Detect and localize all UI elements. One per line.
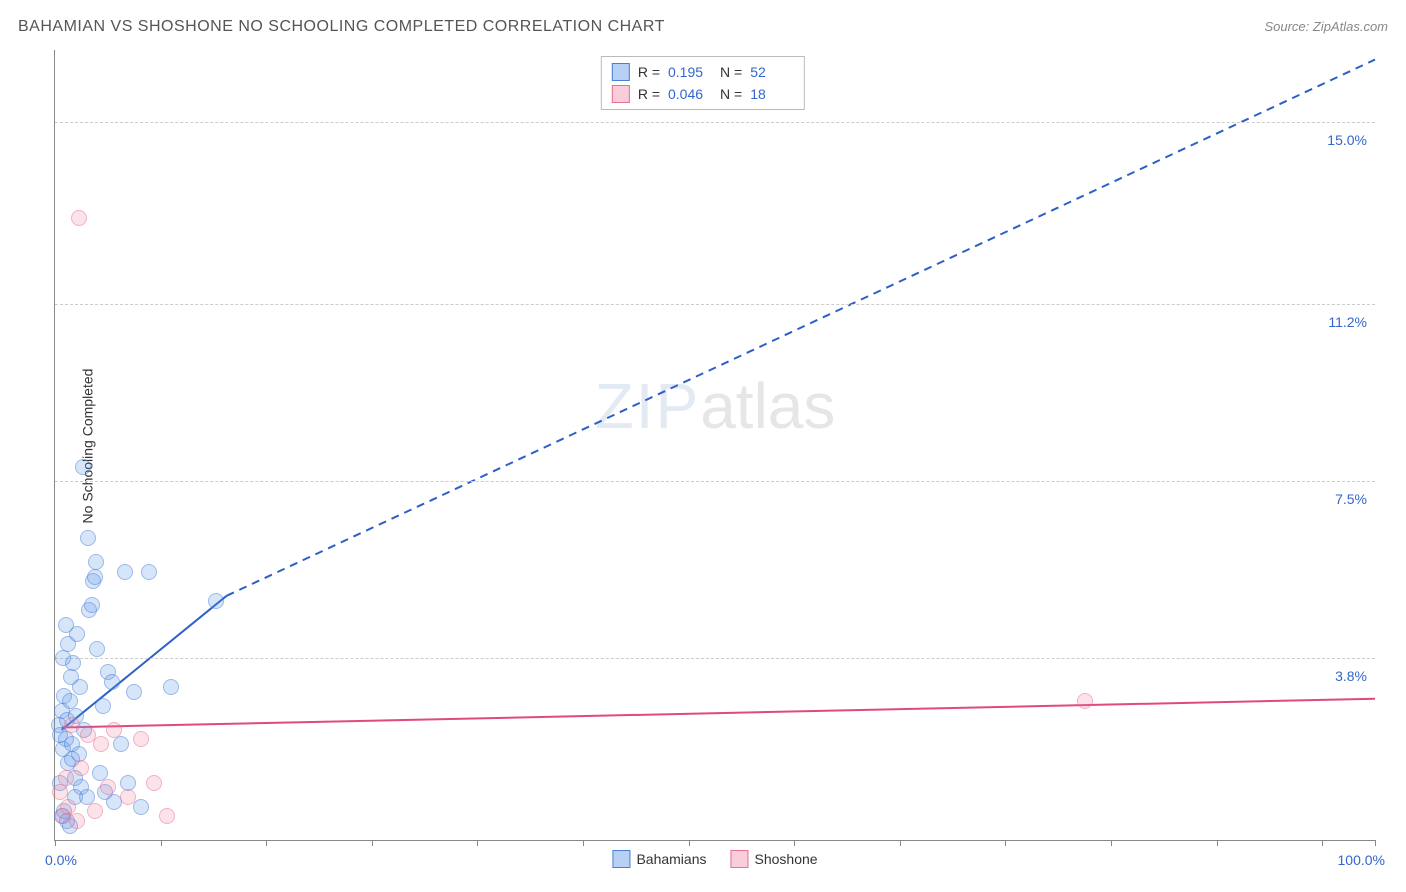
scatter-point <box>58 770 74 786</box>
legend-bottom-item: Shoshone <box>730 850 817 868</box>
legend-r-label: R = <box>638 64 660 80</box>
scatter-point <box>75 459 91 475</box>
scatter-point <box>55 650 71 666</box>
scatter-point <box>71 210 87 226</box>
x-tick <box>583 840 584 846</box>
scatter-point <box>87 803 103 819</box>
scatter-point <box>64 717 80 733</box>
scatter-point <box>58 617 74 633</box>
legend-n-label: N = <box>720 86 742 102</box>
legend-bottom-item: Bahamians <box>612 850 706 868</box>
legend-r-label: R = <box>638 86 660 102</box>
scatter-point <box>133 799 149 815</box>
x-tick <box>477 840 478 846</box>
x-tick <box>689 840 690 846</box>
trend-line-extrapolated <box>227 60 1375 596</box>
scatter-point <box>141 564 157 580</box>
legend-swatch <box>730 850 748 868</box>
scatter-point <box>69 813 85 829</box>
gridline <box>55 481 1375 482</box>
x-axis-max-label: 100.0% <box>1338 852 1385 868</box>
trend-line <box>62 699 1375 728</box>
source-label: Source: ZipAtlas.com <box>1264 19 1388 34</box>
scatter-point <box>120 789 136 805</box>
title-bar: BAHAMIAN VS SHOSHONE NO SCHOOLING COMPLE… <box>18 18 1388 36</box>
y-tick-label: 15.0% <box>1327 132 1367 148</box>
legend-r-value: 0.195 <box>668 64 712 80</box>
legend-top-row: R = 0.195 N = 52 <box>612 61 794 83</box>
scatter-point <box>87 569 103 585</box>
scatter-point <box>1077 693 1093 709</box>
x-axis-min-label: 0.0% <box>45 852 77 868</box>
scatter-point <box>106 722 122 738</box>
x-tick <box>900 840 901 846</box>
gridline <box>55 122 1375 123</box>
plot-area: ZIPatlas 0.0% 100.0% BahamiansShoshone 3… <box>54 50 1375 841</box>
legend-n-value: 52 <box>750 64 794 80</box>
scatter-point <box>133 731 149 747</box>
x-tick <box>1217 840 1218 846</box>
watermark: ZIPatlas <box>595 369 836 443</box>
legend-n-label: N = <box>720 64 742 80</box>
scatter-point <box>84 597 100 613</box>
x-tick <box>1375 840 1376 846</box>
scatter-point <box>126 684 142 700</box>
gridline <box>55 304 1375 305</box>
x-tick <box>1111 840 1112 846</box>
legend-swatch <box>612 63 630 81</box>
legend-n-value: 18 <box>750 86 794 102</box>
legend-series-label: Shoshone <box>754 851 817 867</box>
gridline <box>55 658 1375 659</box>
scatter-point <box>72 679 88 695</box>
x-tick <box>794 840 795 846</box>
scatter-point <box>80 530 96 546</box>
trend-lines-layer <box>55 50 1375 840</box>
scatter-point <box>100 779 116 795</box>
scatter-point <box>89 641 105 657</box>
legend-r-value: 0.046 <box>668 86 712 102</box>
scatter-point <box>73 760 89 776</box>
scatter-point <box>208 593 224 609</box>
legend-top: R = 0.195 N = 52 R = 0.046 N = 18 <box>601 56 805 110</box>
scatter-point <box>60 799 76 815</box>
scatter-point <box>88 554 104 570</box>
scatter-point <box>113 736 129 752</box>
scatter-point <box>104 674 120 690</box>
chart-title: BAHAMIAN VS SHOSHONE NO SCHOOLING COMPLE… <box>18 18 665 36</box>
legend-series-label: Bahamians <box>636 851 706 867</box>
x-tick <box>1322 840 1323 846</box>
x-tick <box>55 840 56 846</box>
scatter-point <box>159 808 175 824</box>
scatter-point <box>93 736 109 752</box>
legend-swatch <box>612 85 630 103</box>
x-tick <box>161 840 162 846</box>
x-tick <box>372 840 373 846</box>
legend-swatch <box>612 850 630 868</box>
scatter-point <box>117 564 133 580</box>
legend-bottom: Bahamians Shoshone <box>612 850 817 868</box>
scatter-point <box>95 698 111 714</box>
y-tick-label: 3.8% <box>1335 668 1367 684</box>
x-tick <box>266 840 267 846</box>
legend-top-row: R = 0.046 N = 18 <box>612 83 794 105</box>
scatter-point <box>163 679 179 695</box>
scatter-point <box>146 775 162 791</box>
y-tick-label: 11.2% <box>1328 314 1367 330</box>
x-tick <box>1005 840 1006 846</box>
y-tick-label: 7.5% <box>1335 491 1367 507</box>
